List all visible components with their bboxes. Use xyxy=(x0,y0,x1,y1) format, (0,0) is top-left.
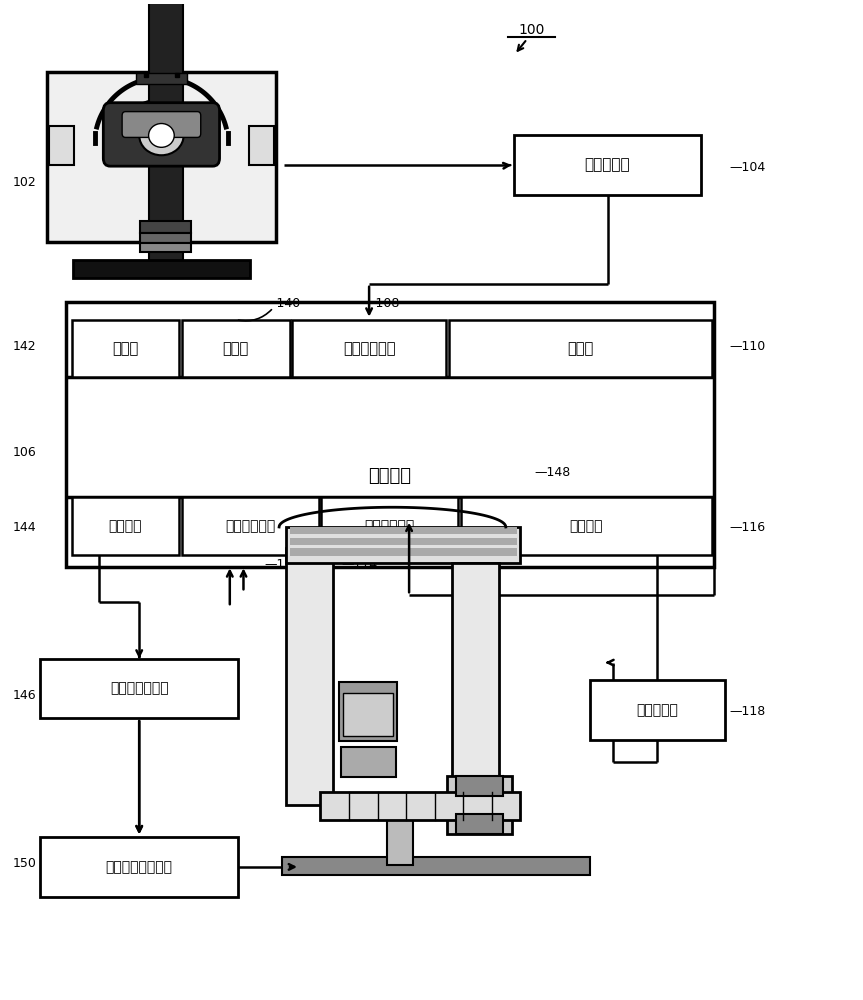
Bar xyxy=(287,527,520,563)
Text: —140: —140 xyxy=(265,297,301,310)
Text: —108: —108 xyxy=(363,297,400,310)
Text: 辐射治疼存储器: 辐射治疼存储器 xyxy=(110,681,168,695)
Bar xyxy=(140,221,192,233)
Bar xyxy=(249,126,274,165)
Text: 106: 106 xyxy=(13,446,36,459)
Text: 图像存储器: 图像存储器 xyxy=(585,157,630,172)
Text: 控制器: 控制器 xyxy=(112,341,139,356)
Bar xyxy=(40,837,238,897)
Text: 运动监测器: 运动监测器 xyxy=(636,703,678,717)
Text: 144: 144 xyxy=(13,521,36,534)
Text: 146: 146 xyxy=(13,689,36,702)
Bar xyxy=(456,814,503,834)
Text: —110: —110 xyxy=(729,340,765,353)
Bar xyxy=(47,72,276,242)
Bar xyxy=(72,497,180,555)
Bar xyxy=(514,135,701,195)
Bar xyxy=(291,527,517,534)
Bar xyxy=(449,320,712,377)
Bar xyxy=(40,659,238,718)
Text: 辐射治疼控制系统: 辐射治疼控制系统 xyxy=(105,860,173,874)
Bar xyxy=(72,320,180,377)
Text: 存储器: 存储器 xyxy=(223,341,249,356)
Text: —118: —118 xyxy=(729,705,765,718)
Bar xyxy=(182,497,318,555)
Text: —104: —104 xyxy=(729,161,765,174)
Text: 100: 100 xyxy=(519,23,545,37)
Bar xyxy=(321,497,458,555)
Bar xyxy=(38,60,285,280)
Ellipse shape xyxy=(139,116,184,155)
Bar xyxy=(461,497,712,555)
Bar xyxy=(589,680,725,740)
Text: 运动补偿剂量: 运动补偿剂量 xyxy=(225,519,275,533)
Text: 用户输入装置: 用户输入装置 xyxy=(343,341,395,356)
Text: —148: —148 xyxy=(534,466,570,479)
Bar xyxy=(456,776,503,796)
Bar xyxy=(140,243,192,252)
Bar xyxy=(452,563,500,805)
Bar xyxy=(320,792,520,820)
Bar xyxy=(291,538,517,545)
Bar xyxy=(339,682,397,741)
Bar xyxy=(66,302,714,567)
Bar xyxy=(135,73,187,84)
Text: —114: —114 xyxy=(342,558,378,571)
Text: —112: —112 xyxy=(265,558,301,571)
Bar xyxy=(293,320,446,377)
Bar xyxy=(148,0,183,278)
Text: 规划系统: 规划系统 xyxy=(369,467,411,485)
Text: 处置裕量: 处置裕量 xyxy=(570,519,603,533)
Bar xyxy=(282,857,589,875)
Text: 150: 150 xyxy=(13,857,36,870)
Text: 显示器: 显示器 xyxy=(567,341,594,356)
Bar xyxy=(48,126,74,165)
Bar xyxy=(341,747,396,777)
Bar xyxy=(343,693,393,736)
Bar xyxy=(269,520,602,877)
Bar xyxy=(182,320,290,377)
Text: 102: 102 xyxy=(13,176,36,189)
Bar xyxy=(387,818,413,865)
Text: 剂量测定分析: 剂量测定分析 xyxy=(364,519,415,533)
Bar xyxy=(287,548,333,805)
Bar xyxy=(291,548,517,556)
Bar xyxy=(447,776,512,834)
Bar xyxy=(72,260,250,278)
Text: 通信单元: 通信单元 xyxy=(109,519,142,533)
Bar xyxy=(140,233,192,243)
Text: —116: —116 xyxy=(729,521,765,534)
FancyBboxPatch shape xyxy=(104,103,219,166)
Text: 142: 142 xyxy=(13,340,36,353)
FancyBboxPatch shape xyxy=(122,112,201,137)
Ellipse shape xyxy=(148,124,174,147)
